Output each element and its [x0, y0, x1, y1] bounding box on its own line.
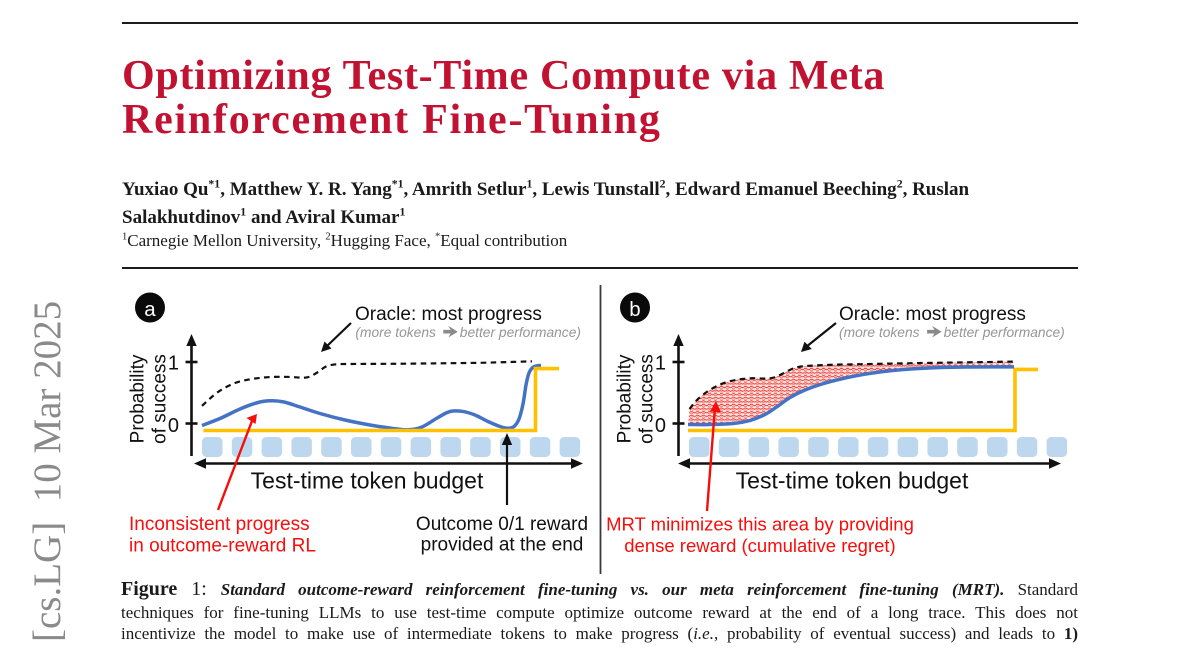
svg-text:of success: of success — [637, 354, 658, 444]
svg-text:Oracle: most progress: Oracle: most progress — [839, 304, 1026, 325]
svg-text:provided at the end: provided at the end — [421, 535, 584, 556]
svg-text:Oracle: most progress: Oracle: most progress — [355, 304, 542, 325]
svg-text:Probability: Probability — [615, 354, 636, 443]
svg-text:1: 1 — [168, 353, 179, 375]
svg-text:MRT minimizes this area by pro: MRT minimizes this area by providing — [606, 514, 914, 535]
svg-text:0: 0 — [168, 415, 179, 437]
svg-text:Outcome 0/1 reward: Outcome 0/1 reward — [416, 514, 588, 535]
svg-text:(more tokens: (more tokens — [355, 325, 436, 340]
svg-text:(more tokens: (more tokens — [839, 325, 920, 340]
svg-text:better performance): better performance) — [944, 325, 1065, 340]
svg-text:a: a — [144, 298, 156, 321]
svg-text:better performance): better performance) — [460, 325, 581, 340]
svg-text:dense reward (cumulative regre: dense reward (cumulative regret) — [624, 535, 895, 556]
svg-text:in outcome-reward RL: in outcome-reward RL — [129, 536, 316, 557]
svg-text:Inconsistent progress: Inconsistent progress — [129, 514, 310, 535]
svg-text:Test-time token budget: Test-time token budget — [736, 468, 969, 494]
svg-text:1: 1 — [655, 353, 666, 375]
svg-text:of success: of success — [150, 354, 171, 444]
svg-text:0: 0 — [655, 415, 666, 437]
svg-text:Test-time token budget: Test-time token budget — [251, 468, 484, 494]
svg-text:Probability: Probability — [128, 354, 149, 443]
svg-text:b: b — [629, 298, 640, 321]
